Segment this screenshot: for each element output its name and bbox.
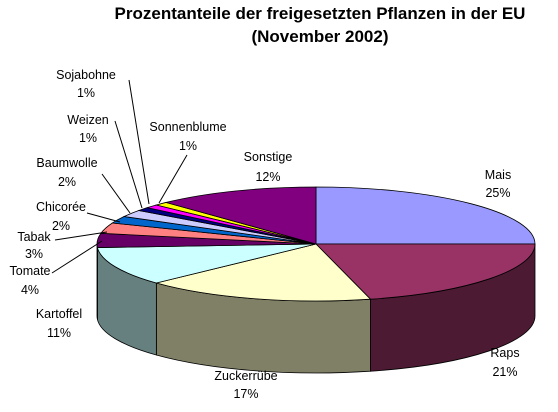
leader-line-sonnenblume	[158, 154, 188, 204]
slice-label-tabak: Tabak	[17, 230, 51, 244]
slice-percent-tomate: 4%	[21, 283, 39, 297]
pie-slice-zuckerruebe	[154, 243, 372, 302]
slice-percent-mais: 25%	[485, 186, 510, 200]
slice-percent-chicoree: 2%	[52, 219, 70, 233]
slice-percent-sonnenblume: 1%	[179, 139, 197, 153]
pie-sides	[96, 243, 536, 374]
pie-slice-mais	[315, 186, 536, 245]
slice-percent-zuckerruebe: 17%	[233, 387, 258, 401]
leader-line-tabak	[54, 231, 108, 241]
leader-line-weizen	[114, 120, 143, 209]
pie-tops	[96, 186, 536, 302]
leader-lines	[51, 79, 188, 274]
slice-label-mais: Mais	[485, 168, 511, 182]
pie-slice-raps	[315, 243, 536, 300]
pie-slice-sonstige	[164, 186, 317, 245]
slice-percent-raps: 21%	[492, 365, 517, 379]
slice-label-raps: Raps	[490, 346, 519, 360]
pie-labels: Mais 25% Raps 21% Zuckerrübe 17% Kartoffel 11% T…	[10, 68, 520, 401]
slice-percent-baumwolle: 2%	[58, 175, 76, 189]
slice-label-chicoree: Chicorée	[36, 200, 86, 214]
slice-label-sonnenblume: Sonnenblume	[149, 120, 226, 134]
leader-line-chicoree	[86, 212, 121, 223]
leader-line-tomate	[51, 240, 103, 274]
slice-percent-kartoffel: 11%	[47, 326, 71, 340]
slice-percent-sojabohne: 1%	[77, 86, 95, 100]
slice-percent-tabak: 3%	[25, 247, 43, 261]
chart-title-line-1: Prozentanteile der freigesetzten Pflanze…	[115, 4, 526, 23]
slice-percent-weizen: 1%	[79, 131, 97, 145]
slice-label-tomate: Tomate	[10, 264, 51, 278]
slice-label-sojabohne: Sojabohne	[56, 68, 116, 82]
leader-line-baumwolle	[101, 173, 131, 214]
leader-line-sojabohne	[128, 79, 150, 205]
chart-title-line-2: (November 2002)	[251, 27, 388, 46]
slice-label-zuckerruebe: Zuckerrübe	[214, 369, 277, 383]
slice-percent-sonstige: 12%	[255, 170, 280, 184]
slice-label-baumwolle: Baumwolle	[36, 156, 97, 170]
slice-label-kartoffel: Kartoffel	[36, 307, 82, 321]
slice-label-sonstige: Sonstige	[244, 150, 293, 164]
pie-slice-kartoffel	[96, 243, 317, 284]
slice-label-weizen: Weizen	[67, 113, 109, 127]
